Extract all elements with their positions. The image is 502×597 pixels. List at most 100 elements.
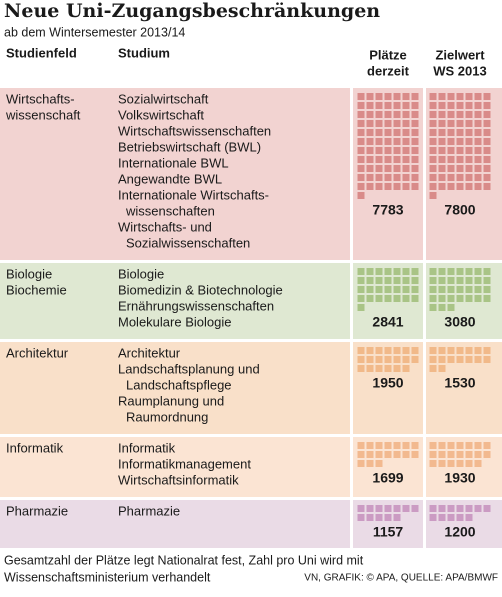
place-block: [447, 268, 455, 275]
place-block: [384, 156, 392, 163]
footer-note: Gesamtzahl der Plätze legt Nationalrat f…: [4, 553, 364, 567]
place-block: [456, 295, 464, 302]
place-block: [447, 356, 455, 363]
place-block: [429, 120, 437, 127]
place-block: [483, 93, 491, 100]
place-block: [474, 183, 482, 190]
place-block: [375, 442, 383, 449]
place-block: [393, 505, 401, 512]
place-block: [429, 174, 437, 181]
place-block: [366, 347, 374, 354]
place-block: [357, 174, 365, 181]
place-block: [447, 174, 455, 181]
place-block: [447, 442, 455, 449]
field-label: Informatik: [6, 440, 64, 455]
place-block: [366, 442, 374, 449]
row-background: [0, 500, 350, 548]
place-block: [438, 147, 446, 154]
place-block: [384, 451, 392, 458]
place-block: [483, 451, 491, 458]
place-block: [474, 93, 482, 100]
place-block: [366, 268, 374, 275]
place-block: [357, 183, 365, 190]
place-block: [456, 174, 464, 181]
place-block: [402, 138, 410, 145]
place-block: [465, 165, 473, 172]
place-blocks: [357, 268, 419, 311]
place-block: [411, 295, 419, 302]
place-block: [438, 347, 446, 354]
place-blocks: [357, 93, 419, 199]
place-count: 7800: [444, 202, 475, 218]
place-block: [483, 111, 491, 118]
place-block: [411, 174, 419, 181]
row-background: [426, 88, 502, 260]
place-count: 1930: [444, 470, 475, 486]
place-block: [402, 102, 410, 109]
place-block: [393, 347, 401, 354]
place-block: [483, 165, 491, 172]
place-block: [429, 147, 437, 154]
place-blocks: [429, 442, 491, 467]
place-block: [456, 277, 464, 284]
place-block: [402, 451, 410, 458]
program-label: Raumordnung: [126, 409, 208, 424]
place-block: [411, 451, 419, 458]
place-block: [357, 356, 365, 363]
place-block: [474, 277, 482, 284]
place-block: [357, 129, 365, 136]
place-block: [357, 286, 365, 293]
place-block: [456, 138, 464, 145]
place-block: [366, 165, 374, 172]
place-block: [474, 295, 482, 302]
program-label: Volkswirtschaft: [118, 107, 204, 122]
place-block: [465, 460, 473, 467]
place-block: [402, 93, 410, 100]
place-block: [393, 156, 401, 163]
place-block: [402, 442, 410, 449]
place-block: [465, 102, 473, 109]
place-block: [447, 460, 455, 467]
place-block: [438, 505, 446, 512]
place-block: [474, 165, 482, 172]
place-block: [429, 138, 437, 145]
place-block: [366, 156, 374, 163]
place-block: [429, 192, 437, 199]
place-block: [483, 505, 491, 512]
place-block: [483, 268, 491, 275]
place-block: [375, 129, 383, 136]
program-label: Landschaftspflege: [126, 377, 232, 392]
place-block: [456, 268, 464, 275]
place-blocks: [429, 93, 491, 199]
place-block: [411, 356, 419, 363]
place-block: [384, 138, 392, 145]
place-block: [474, 442, 482, 449]
place-block: [393, 129, 401, 136]
place-block: [447, 120, 455, 127]
place-block: [375, 165, 383, 172]
place-block: [366, 286, 374, 293]
place-block: [366, 129, 374, 136]
place-block: [429, 183, 437, 190]
place-block: [447, 295, 455, 302]
place-block: [411, 442, 419, 449]
place-block: [438, 365, 446, 372]
place-block: [393, 165, 401, 172]
place-block: [375, 460, 383, 467]
place-block: [384, 505, 392, 512]
place-block: [357, 111, 365, 118]
field-label: wissenschaft: [5, 107, 81, 122]
place-block: [384, 286, 392, 293]
place-block: [402, 111, 410, 118]
program-label: Ernährungswissenschaften: [118, 298, 274, 313]
field-label: Biochemie: [6, 282, 67, 297]
place-block: [375, 120, 383, 127]
place-block: [447, 451, 455, 458]
place-block: [429, 277, 437, 284]
place-block: [429, 295, 437, 302]
place-block: [384, 365, 392, 372]
place-block: [375, 365, 383, 372]
place-block: [375, 451, 383, 458]
place-block: [483, 183, 491, 190]
place-block: [465, 120, 473, 127]
